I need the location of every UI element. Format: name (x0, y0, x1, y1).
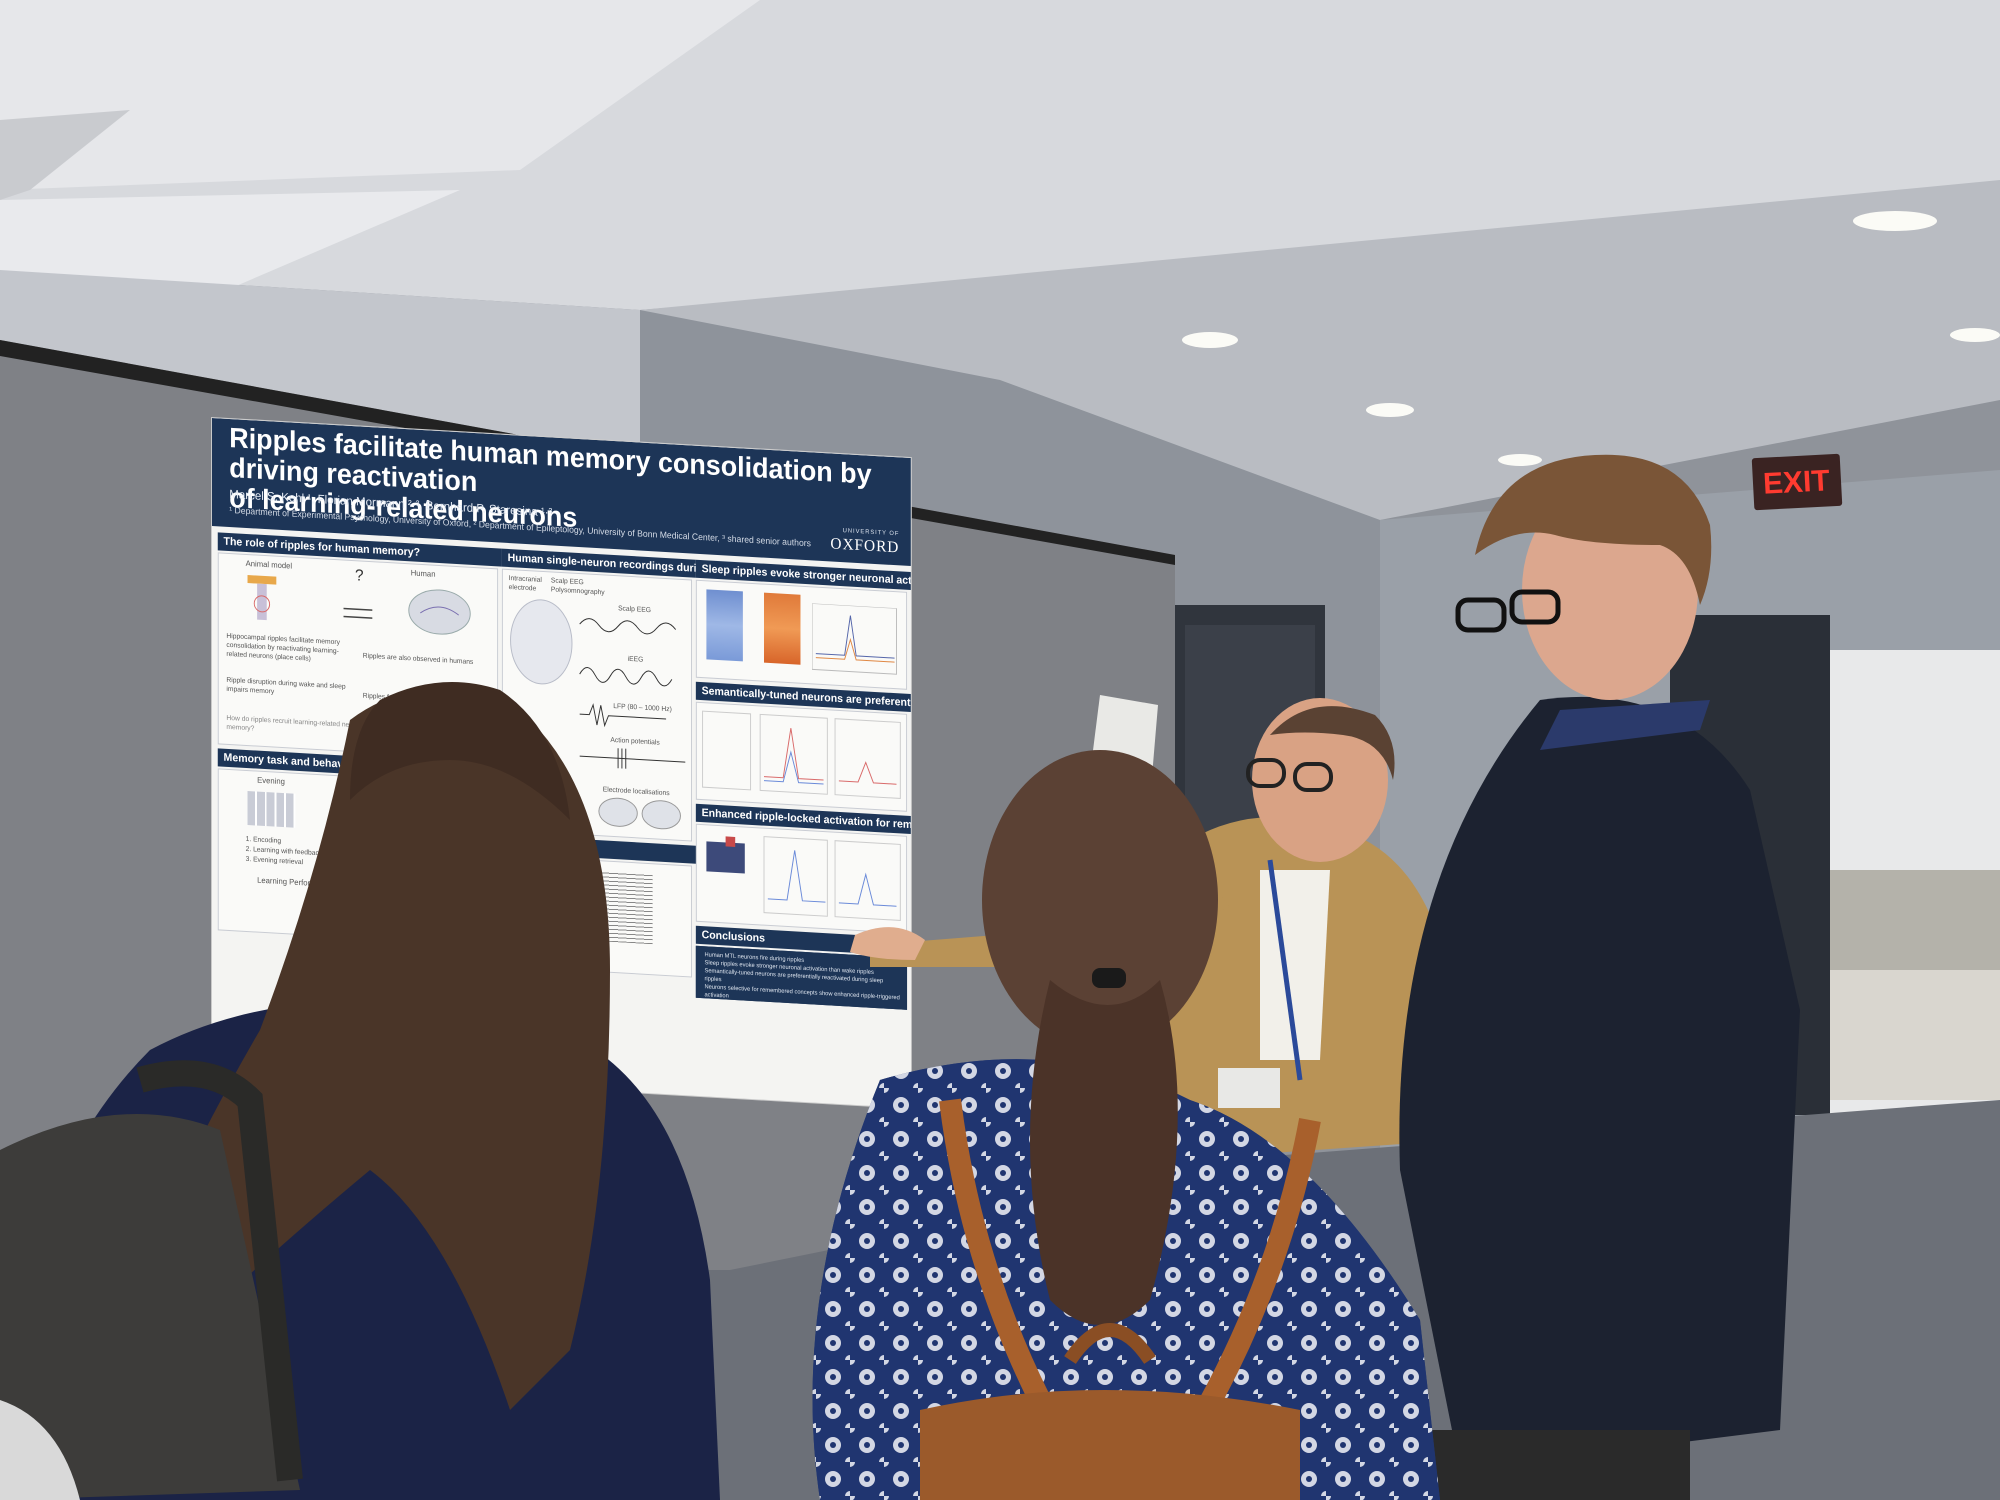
research-poster: Ripples facilitate human memory consolid… (212, 418, 911, 1109)
recording-traces (510, 599, 686, 830)
listener-man (1399, 454, 1800, 1500)
ripple-curve (812, 603, 897, 675)
section-semantic (695, 701, 908, 812)
enhanced-plots (706, 836, 901, 921)
semantic-plots (702, 710, 901, 799)
section-sleep-ripples (695, 579, 908, 690)
listener-woman-ponytail (812, 750, 1440, 1500)
section-recordings: Intracranial electrode Scalp EEG Polysom… (501, 568, 692, 842)
listener-woman-long-hair (0, 682, 720, 1500)
section-role: Animal model Human ? Hippocampal ripples… (217, 552, 499, 761)
role-illustrations (247, 575, 471, 635)
section-enhanced (695, 823, 908, 934)
